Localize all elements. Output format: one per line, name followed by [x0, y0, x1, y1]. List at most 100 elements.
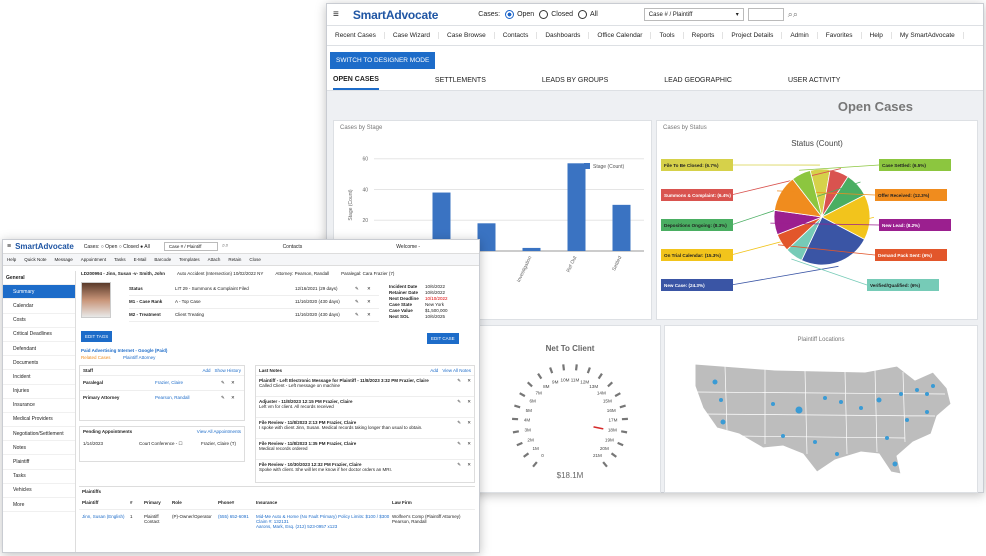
nav-item-12[interactable]: My SmartAdvocate	[892, 32, 964, 39]
tab-1[interactable]: SETTLEMENTS	[434, 77, 486, 84]
toolbar-item-6[interactable]: Barcode	[154, 257, 172, 262]
nav-item-6[interactable]: Tools	[651, 32, 684, 39]
status-row[interactable]: Status LIT 29 - Summons & Complaint Filed…	[129, 283, 379, 296]
radio-closed[interactable]	[539, 10, 549, 19]
search-icon[interactable]: ⌕⌕	[221, 243, 229, 249]
note-row[interactable]: File Review - 11/8/2023 1:35 PM Frazier,…	[256, 438, 474, 459]
status-row[interactable]: M2 - Treatment Client Treating 11/16/2020 …	[129, 309, 379, 322]
contacts-link[interactable]: Contacts	[282, 243, 303, 250]
edit-icon[interactable]: ✎	[457, 399, 461, 404]
sidebar-item-14[interactable]: Tasks	[3, 470, 75, 484]
sidebar-item-7[interactable]: Incident	[3, 370, 75, 385]
close-icon[interactable]: ✕	[467, 462, 471, 467]
edit-tags-button[interactable]: EDIT TAGS	[81, 331, 113, 342]
nav-item-4[interactable]: Dashboards	[537, 32, 590, 39]
edit-icon[interactable]: ✎	[355, 312, 359, 317]
case-search-select[interactable]: Case # / Plaintiff ▾	[643, 8, 744, 21]
sidebar-item-4[interactable]: Critical Deadlines	[3, 328, 75, 342]
note-row[interactable]: Plaintiff - Left Electronic Message for …	[256, 375, 474, 396]
tab-3[interactable]: LEAD GEOGRAPHIC	[664, 77, 732, 84]
edit-icon[interactable]: ✎	[457, 462, 461, 467]
menu-icon[interactable]: ≡	[333, 9, 339, 20]
toolbar-item-0[interactable]: Help	[7, 257, 17, 262]
tab-0[interactable]: OPEN CASES	[333, 71, 379, 90]
sidebar-item-16[interactable]: More	[3, 498, 75, 513]
note-row[interactable]: File Review - 10/30/2023 12:32 PM Frazie…	[256, 459, 474, 480]
toolbar-item-9[interactable]: Retain	[228, 257, 242, 262]
radio-all[interactable]	[578, 10, 587, 19]
sidebar-item-8[interactable]: Injuries	[3, 385, 75, 399]
plaintiff-insurance[interactable]: Mid-Me Auto & Home (No Fault Primary) Po…	[256, 514, 390, 524]
staff-name[interactable]: Pearson, Randall	[155, 395, 190, 400]
plaintiff-insurance-contact[interactable]: Aarons, Mark, Esq. (212) 523-0957 x123	[256, 524, 338, 529]
close-icon[interactable]: ✕	[467, 399, 471, 404]
staff-row[interactable]: Primary Attorney Pearson, Randall ✎ ✕	[80, 390, 244, 405]
sidebar-item-13[interactable]: Plaintiff	[3, 455, 75, 470]
plaintiff-name[interactable]: Jinn, Susan (English)	[82, 514, 125, 519]
note-row[interactable]: Adjuster - 11/8/2023 12:15 PM Frazier, C…	[256, 396, 474, 417]
switch-designer-button[interactable]: SWITCH TO DESIGNER MODE	[330, 52, 436, 69]
edit-icon[interactable]: ✎	[457, 441, 461, 446]
plaintiff-attorney-link[interactable]: Plaintiff Attorney	[123, 355, 156, 360]
nav-item-10[interactable]: Favorites	[818, 32, 862, 39]
staff-name[interactable]: Frazier, Claire	[155, 380, 184, 385]
nav-item-3[interactable]: Contacts	[495, 32, 538, 39]
sidebar-item-12[interactable]: Notes	[3, 441, 75, 456]
edit-icon[interactable]: ✎	[457, 378, 461, 383]
cases-radio-group[interactable]: Cases: ○ Open ○ Closed ● All	[83, 243, 150, 250]
plaintiff-phone[interactable]: (555) 652-6091	[218, 514, 249, 519]
sidebar-item-9[interactable]: Insurance	[3, 399, 75, 413]
nav-item-11[interactable]: Help	[862, 32, 892, 39]
toolbar-item-7[interactable]: Templates	[179, 257, 200, 262]
appointment-row[interactable]: 1/14/2023 Court Conference - ☐ Frazier, Cl…	[80, 436, 244, 452]
toolbar-item-5[interactable]: E-Mail	[133, 257, 147, 262]
toolbar-item-4[interactable]: Tasks	[114, 257, 126, 262]
view-all-notes-link[interactable]: View All Notes	[442, 368, 471, 373]
toolbar-item-3[interactable]: Appointment	[80, 257, 107, 262]
case-search-input[interactable]	[747, 8, 784, 21]
nav-item-5[interactable]: Office Calendar	[589, 32, 652, 39]
sidebar-item-2[interactable]: Calendar	[3, 299, 75, 314]
close-icon[interactable]: ✕	[367, 286, 371, 291]
related-cases-link[interactable]: Related Cases	[81, 355, 111, 360]
view-all-appointments-link[interactable]: View All Appointments	[196, 429, 241, 434]
edit-icon[interactable]: ✎	[221, 395, 225, 400]
close-icon[interactable]: ✕	[467, 441, 471, 446]
search-icon[interactable]: ⌕⌕	[787, 9, 798, 19]
tab-4[interactable]: USER ACTIVITY	[787, 77, 841, 84]
tab-2[interactable]: LEADS BY GROUPS	[541, 77, 609, 84]
toolbar-item-8[interactable]: Attach	[207, 257, 221, 262]
close-icon[interactable]: ✕	[367, 299, 371, 304]
sidebar-item-6[interactable]: Documents	[3, 356, 75, 371]
note-row[interactable]: File Review - 11/8/2023 2:13 PM Frazier,…	[256, 417, 474, 438]
case-search-select[interactable]: Case # / Plaintiff	[163, 242, 218, 251]
radio-open[interactable]	[505, 10, 515, 19]
nav-item-7[interactable]: Reports	[684, 32, 724, 39]
toolbar-item-10[interactable]: Close	[249, 257, 261, 262]
sidebar-item-15[interactable]: Vehicles	[3, 484, 75, 498]
sidebar-item-5[interactable]: Defendant	[3, 342, 75, 357]
staff-history-link[interactable]: Show History	[214, 368, 241, 373]
edit-icon[interactable]: ✎	[221, 380, 225, 385]
edit-icon[interactable]: ✎	[457, 420, 461, 425]
plaintiff-law-firm[interactable]: Wolfner's Comp (Plaintiff Attorney) Pear…	[392, 514, 461, 524]
close-icon[interactable]: ✕	[467, 378, 471, 383]
close-icon[interactable]: ✕	[231, 380, 235, 385]
edit-case-button[interactable]: EDIT CASE	[427, 333, 459, 344]
sidebar-item-1[interactable]: Summary	[3, 285, 75, 300]
edit-icon[interactable]: ✎	[355, 299, 359, 304]
sidebar-item-3[interactable]: Costs	[3, 314, 75, 328]
close-icon[interactable]: ✕	[467, 420, 471, 425]
nav-item-0[interactable]: Recent Cases	[327, 32, 385, 39]
paid-advertising[interactable]: Paid Advertising Internet - Google (Paid…	[81, 348, 168, 353]
nav-item-9[interactable]: Admin	[782, 32, 818, 39]
toolbar-item-2[interactable]: Message	[54, 257, 73, 262]
menu-icon[interactable]: ≡	[7, 243, 12, 250]
nav-item-8[interactable]: Project Details	[723, 32, 783, 39]
nav-item-1[interactable]: Case Wizard	[385, 32, 440, 39]
notes-add-link[interactable]: Add	[430, 368, 439, 373]
close-icon[interactable]: ✕	[367, 312, 371, 317]
sidebar-item-10[interactable]: Medical Providers	[3, 413, 75, 428]
toolbar-item-1[interactable]: Quick Note	[24, 257, 47, 262]
edit-icon[interactable]: ✎	[355, 286, 359, 291]
